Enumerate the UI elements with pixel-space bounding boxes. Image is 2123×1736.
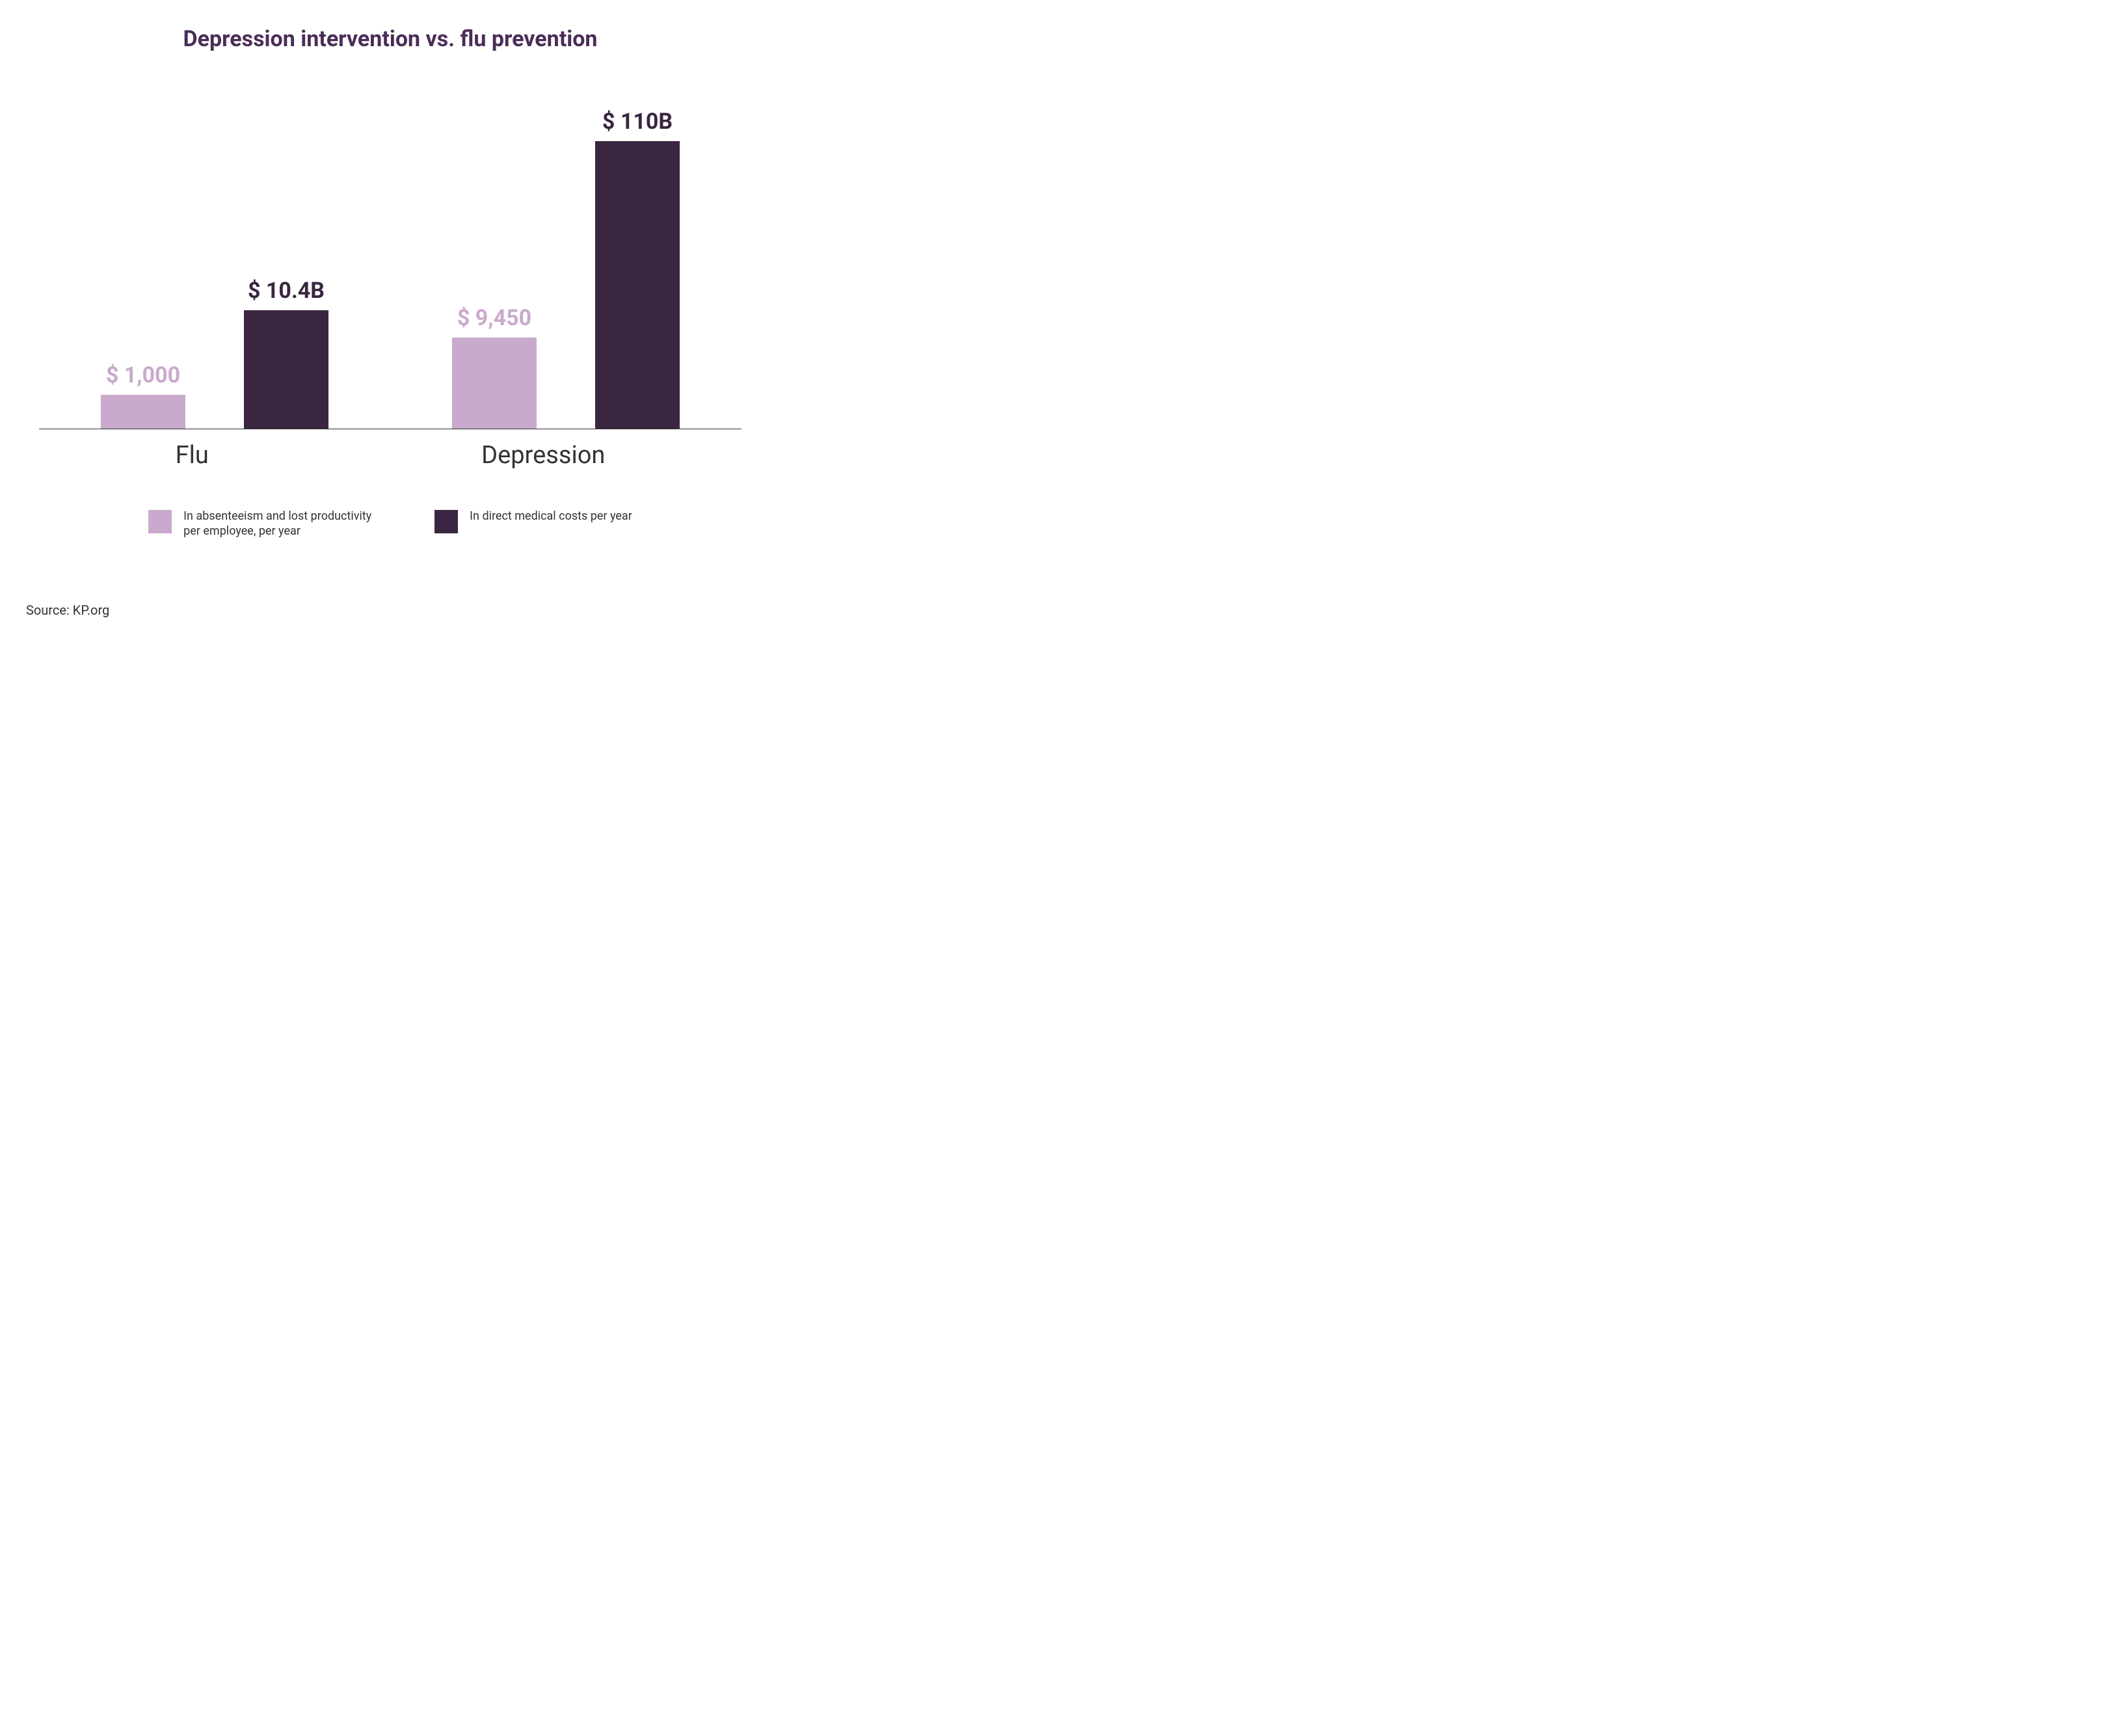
chart-title: Depression intervention vs. flu preventi… bbox=[39, 26, 741, 52]
bar-value-label: $ 1,000 bbox=[106, 362, 180, 388]
legend-text: In direct medical costs per year bbox=[470, 509, 632, 524]
chart-plot-area: $ 1,000 $ 10.4B $ 9,450 $ 110B bbox=[39, 91, 741, 429]
bar-rect bbox=[244, 310, 328, 429]
bar-flu-absenteeism: $ 1,000 bbox=[101, 362, 185, 429]
bar-flu-direct: $ 10.4B bbox=[244, 278, 328, 429]
source-text: Source: KP.org bbox=[26, 602, 109, 618]
bar-rect bbox=[101, 395, 185, 429]
x-axis-labels: Flu Depression bbox=[39, 441, 741, 470]
legend-text: In absenteeism and lost productivity per… bbox=[183, 509, 382, 539]
x-label-flu: Flu bbox=[176, 441, 209, 470]
legend-swatch bbox=[434, 510, 458, 533]
bar-depression-direct: $ 110B bbox=[595, 109, 680, 429]
bar-group-flu: $ 1,000 $ 10.4B bbox=[101, 278, 328, 429]
legend-item-direct: In direct medical costs per year bbox=[434, 509, 632, 539]
bar-value-label: $ 9,450 bbox=[457, 305, 531, 331]
bar-value-label: $ 110B bbox=[602, 109, 673, 135]
bar-rect bbox=[452, 338, 537, 429]
legend: In absenteeism and lost productivity per… bbox=[39, 509, 741, 539]
bar-group-depression: $ 9,450 $ 110B bbox=[452, 109, 680, 429]
bar-value-label: $ 10.4B bbox=[248, 278, 325, 304]
x-label-depression: Depression bbox=[481, 441, 605, 470]
bar-rect bbox=[595, 141, 680, 429]
legend-item-absenteeism: In absenteeism and lost productivity per… bbox=[148, 509, 382, 539]
legend-swatch bbox=[148, 510, 172, 533]
bar-depression-absenteeism: $ 9,450 bbox=[452, 305, 537, 429]
